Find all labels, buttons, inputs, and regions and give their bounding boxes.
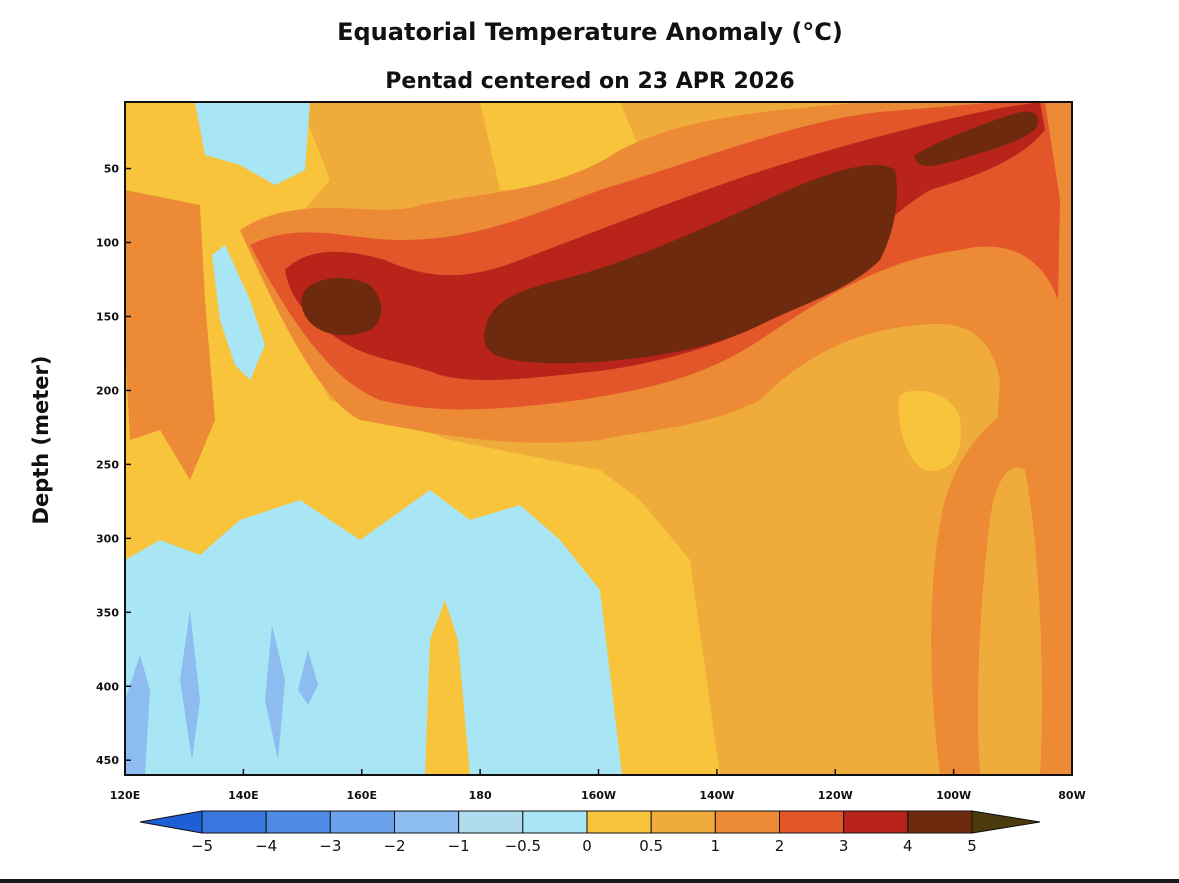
field-cold-blob-2	[180, 610, 200, 760]
field-light-warm-east	[898, 390, 961, 471]
colorbar-tick-label: −3	[319, 837, 341, 855]
x-tick-label: 80W	[1058, 789, 1085, 802]
x-tick-label: 120W	[818, 789, 853, 802]
x-tick-label: 180	[469, 789, 492, 802]
y-tick-label: 100	[96, 237, 119, 250]
colorbar-segment	[265, 810, 331, 834]
x-tick-label: 100W	[936, 789, 971, 802]
field-warm-east-inner	[978, 467, 1042, 775]
y-tick-label: 50	[104, 163, 120, 176]
colorbar-tick-label: 5	[967, 837, 977, 855]
colorbar-segment	[522, 810, 588, 834]
x-tick-label: 140E	[228, 789, 258, 802]
colorbar-segment	[201, 810, 267, 834]
x-tick-label: 120E	[110, 789, 140, 802]
colorbar-tick-label: 3	[839, 837, 849, 855]
colorbar-tick-label: −4	[255, 837, 277, 855]
x-axis: 120E 140E 160E 180 160W 140W 120W 100W 80W	[110, 769, 1086, 802]
x-tick-label: 140W	[699, 789, 734, 802]
y-axis-label: Depth (meter)	[29, 356, 53, 525]
colorbar-tick-label: 2	[775, 837, 785, 855]
y-tick-label: 350	[96, 606, 119, 619]
colorbar-tick-label: 1	[711, 837, 721, 855]
field-cold-blob-4	[298, 650, 318, 705]
colorbar-segment	[329, 810, 396, 834]
x-tick-label: 160W	[581, 789, 616, 802]
y-tick-label: 250	[96, 458, 119, 471]
colorbar-segment	[907, 810, 973, 834]
colorbar-segment	[714, 810, 780, 834]
field-brown-east	[483, 165, 897, 364]
colorbar-segment	[779, 810, 845, 834]
field-cold-blob-3	[265, 625, 285, 760]
colorbar-segment	[394, 810, 460, 834]
anomaly-field	[125, 102, 1072, 775]
colorbar-tick-label: 4	[903, 837, 913, 855]
y-tick-label: 400	[96, 680, 119, 693]
colorbar-segment	[458, 810, 524, 834]
field-cold-shallow	[195, 102, 310, 185]
colorbar-tick-label: 0	[582, 837, 592, 855]
field-cold-deep	[125, 490, 622, 775]
colorbar-tick-label: −2	[383, 837, 405, 855]
colorbar: −5 −4 −3 −2 −1 −0.5 0 0.5 1 2 3 4 5	[139, 810, 1041, 855]
colorbar-segment	[843, 810, 909, 834]
field-brown-west	[301, 278, 382, 336]
colorbar-tick-label: −1	[448, 837, 470, 855]
field-warm-finger	[425, 600, 470, 775]
chart-subtitle: Pentad centered on 23 APR 2026	[385, 69, 794, 94]
colorbar-segment	[586, 810, 652, 834]
field-cold-blob-1	[125, 655, 150, 775]
x-tick-label: 160E	[347, 789, 377, 802]
bottom-edge	[0, 879, 1179, 883]
chart-title: Equatorial Temperature Anomaly (°C)	[337, 18, 843, 46]
y-tick-label: 450	[96, 754, 119, 767]
field-orange-west	[125, 190, 215, 480]
colorbar-extend-high	[971, 810, 1041, 834]
y-axis: 50 100 150 200 250 300 350 400 450	[96, 163, 131, 767]
colorbar-tick-label: 0.5	[639, 837, 663, 855]
y-tick-label: 300	[96, 532, 119, 545]
y-tick-label: 150	[96, 310, 119, 323]
y-tick-label: 200	[96, 384, 119, 397]
colorbar-segment	[650, 810, 716, 834]
field-cold-shallow-strip	[212, 245, 265, 380]
field-brown-surface	[915, 111, 1039, 166]
colorbar-tick-label: −5	[191, 837, 213, 855]
colorbar-tick-label: −0.5	[505, 837, 541, 855]
colorbar-extend-low	[139, 810, 203, 834]
